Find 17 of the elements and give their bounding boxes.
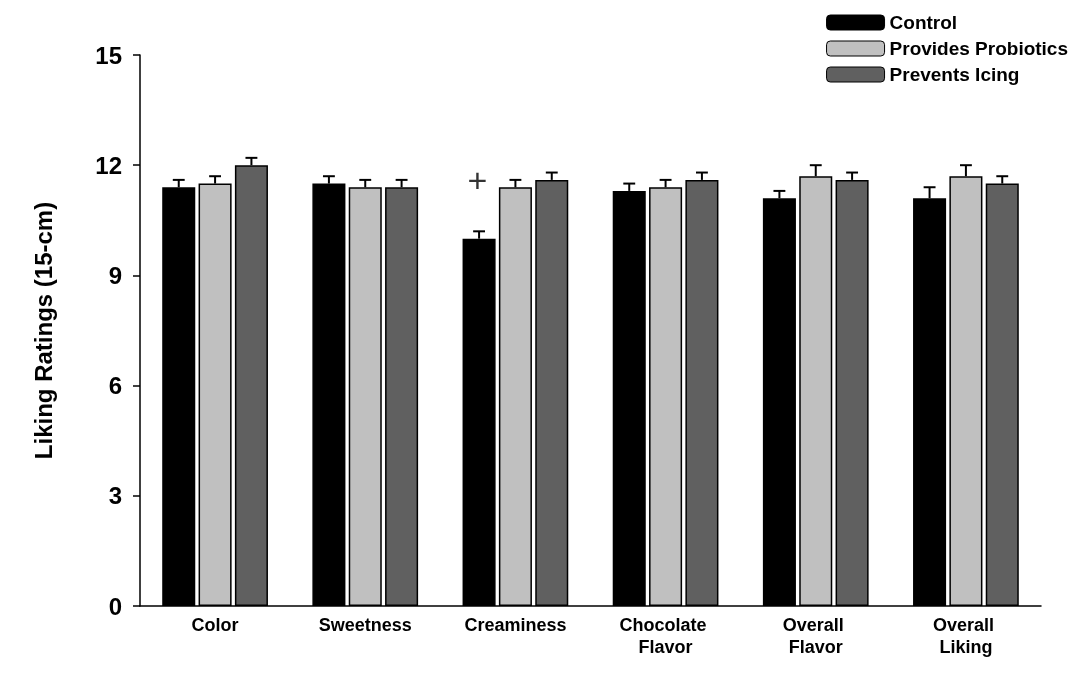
y-tick-label: 9 (108, 261, 122, 289)
x-tick-label: Overall Liking (932, 615, 999, 657)
legend-label: Provides Probiotics (889, 38, 1069, 59)
legend-label: Prevents Icing (889, 64, 1020, 85)
x-tick-label: Creaminess (464, 615, 567, 635)
x-tick-label: Chocolate Flavor (619, 615, 712, 657)
legend-label: Control (889, 12, 958, 33)
y-tick-label: 6 (108, 372, 122, 400)
y-tick-label: 15 (95, 41, 122, 69)
x-tick-label: Overall Flavor (782, 615, 849, 657)
x-tick-label: Sweetness (318, 615, 412, 635)
annotation: + (467, 160, 488, 199)
y-tick-label: 3 (108, 482, 122, 510)
y-tick-label: 12 (95, 151, 122, 179)
y-axis-title: Liking Ratings (15-cm) (29, 201, 57, 460)
x-tick-label: Color (191, 615, 239, 635)
y-tick-label: 0 (108, 592, 122, 620)
